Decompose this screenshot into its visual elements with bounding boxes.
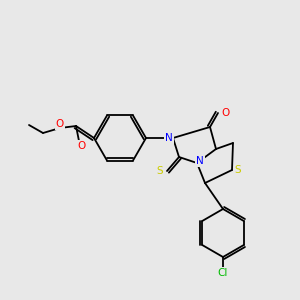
Text: N: N [196, 156, 204, 166]
Text: Cl: Cl [218, 268, 228, 278]
Text: S: S [235, 165, 241, 175]
Text: O: O [56, 119, 64, 129]
Text: O: O [78, 141, 86, 151]
Text: N: N [165, 133, 173, 143]
Text: S: S [157, 166, 163, 176]
Text: O: O [221, 108, 229, 118]
